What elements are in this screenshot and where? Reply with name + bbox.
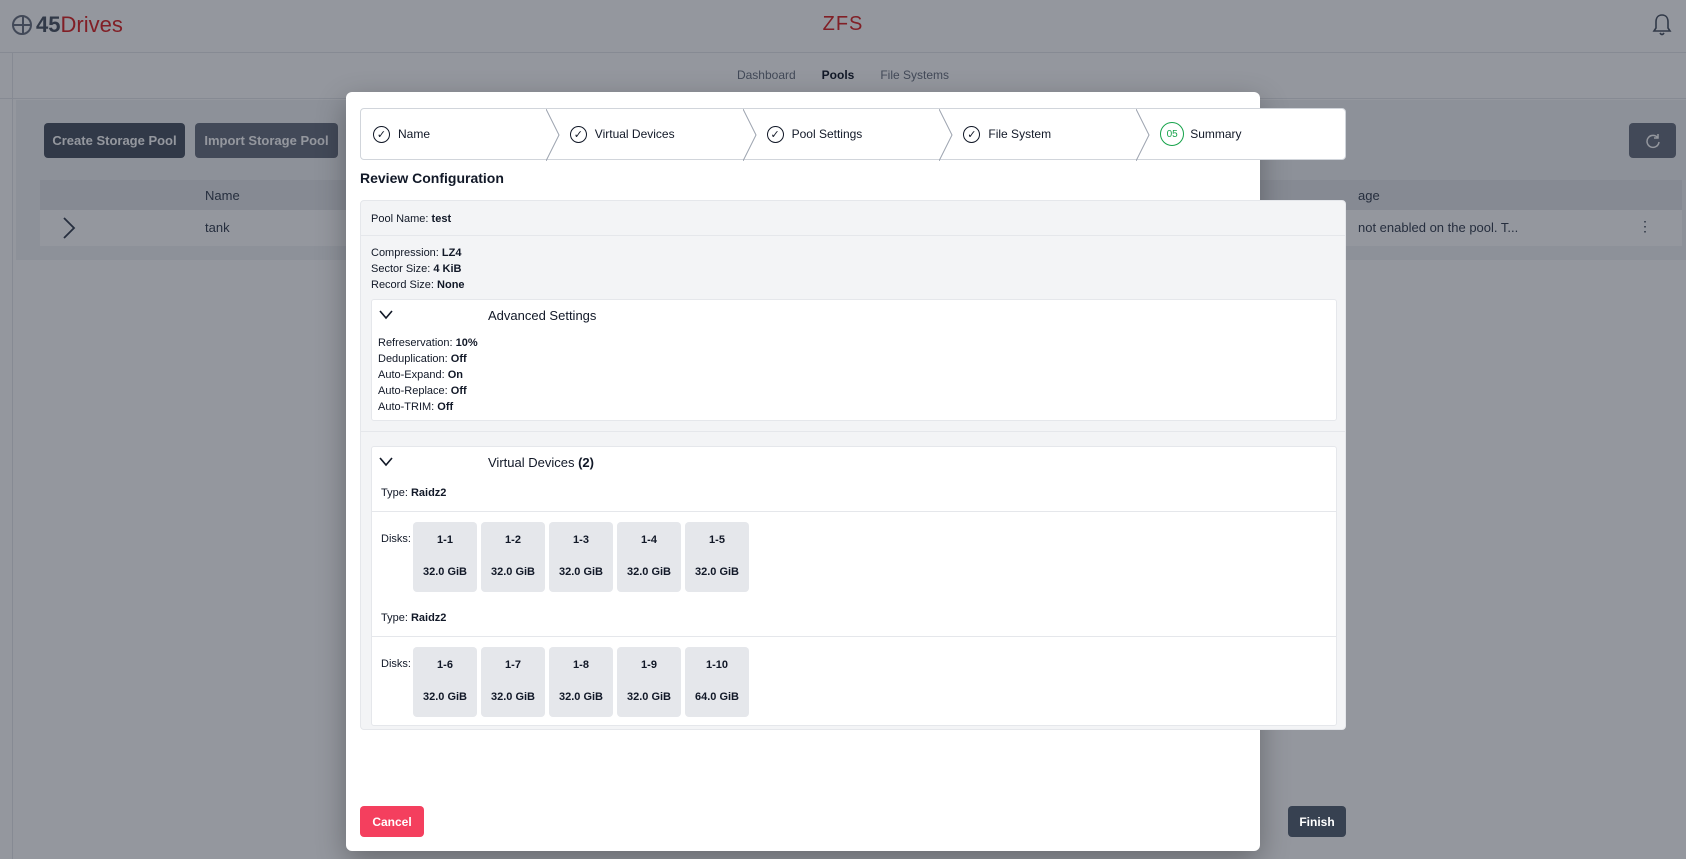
step-separator (939, 109, 953, 161)
create-pool-wizard-modal: ✓ Name ✓ Virtual Devices ✓ Pool Settings… (346, 92, 1346, 851)
disk-card[interactable]: 1-3 32.0 GiB (549, 522, 613, 592)
divider (372, 511, 1336, 512)
record-size-row: Record Size: None (371, 279, 465, 291)
auto-trim-row: Auto-TRIM: Off (378, 401, 454, 413)
step-label: Summary (1190, 127, 1242, 141)
disk-card[interactable]: 1-8 32.0 GiB (549, 647, 613, 717)
auto-expand-row: Auto-Expand: On (378, 369, 463, 381)
advanced-settings-list: Refreservation: 10% Deduplication: Off A… (378, 335, 478, 415)
import-storage-pool-button[interactable]: Import Storage Pool (195, 123, 338, 158)
disk-card[interactable]: 1-5 32.0 GiB (685, 522, 749, 592)
step-summary[interactable]: 05 Summary (1148, 109, 1345, 159)
disk-card[interactable]: 1-10 64.0 GiB (685, 647, 749, 717)
create-storage-pool-button[interactable]: Create Storage Pool (44, 123, 185, 158)
refreservation-row: Refreservation: 10% (378, 337, 478, 349)
column-name: Name (205, 188, 240, 203)
app-title: ZFS (822, 13, 864, 35)
pool-name-key: Pool Name: (371, 213, 429, 225)
chevron-down-icon[interactable] (379, 310, 393, 320)
step-number: 05 (1160, 122, 1185, 146)
compression-row: Compression: LZ4 (371, 247, 462, 259)
pool-name-row: Pool Name: test (371, 211, 451, 227)
app-header: 45Drives ZFS (0, 0, 1686, 53)
review-panel: Pool Name: test Compression: LZ4 Sector … (360, 200, 1346, 730)
vdev-type-row: Type: Raidz2 (381, 612, 447, 624)
disk-card[interactable]: 1-4 32.0 GiB (617, 522, 681, 592)
divider (372, 636, 1336, 637)
disks-label: Disks: (381, 658, 411, 670)
row-usage: not enabled on the pool. T... (1358, 220, 1519, 235)
row-name: tank (205, 220, 230, 235)
tab-pools[interactable]: Pools (821, 68, 855, 82)
step-file-system[interactable]: ✓ File System (951, 109, 1150, 161)
vdev-type-row: Type: Raidz2 (381, 487, 447, 499)
wizard-stepper: ✓ Name ✓ Virtual Devices ✓ Pool Settings… (360, 108, 1346, 161)
column-usage: age (1358, 188, 1380, 203)
step-label: File System (988, 127, 1052, 141)
disk-card[interactable]: 1-1 32.0 GiB (413, 522, 477, 592)
bell-icon[interactable] (1652, 13, 1672, 37)
brand-logo[interactable]: 45Drives (12, 12, 123, 38)
step-separator (1136, 109, 1150, 161)
step-virtual-devices[interactable]: ✓ Virtual Devices (558, 109, 757, 161)
disks-label: Disks: (381, 533, 411, 545)
step-label: Virtual Devices (594, 127, 675, 141)
step-name[interactable]: ✓ Name (361, 109, 560, 161)
logo-icon (12, 15, 32, 35)
advanced-settings-title[interactable]: Advanced Settings (488, 308, 597, 323)
kebab-menu-icon[interactable]: ⋮ (1638, 218, 1652, 234)
check-circle-icon: ✓ (373, 125, 390, 143)
virtual-devices-panel: Virtual Devices (2) Type: Raidz2 Disks: … (371, 446, 1337, 726)
step-separator (742, 109, 757, 161)
cancel-button[interactable]: Cancel (360, 806, 424, 837)
deduplication-row: Deduplication: Off (378, 353, 467, 365)
brand-text: 45Drives (36, 12, 123, 37)
disk-card[interactable]: 1-6 32.0 GiB (413, 647, 477, 717)
chevron-right-icon[interactable] (62, 216, 76, 240)
check-circle-icon: ✓ (766, 125, 784, 143)
refresh-button[interactable] (1629, 123, 1676, 158)
divider (361, 235, 1345, 236)
chevron-down-icon[interactable] (379, 457, 393, 467)
check-circle-icon: ✓ (963, 125, 981, 143)
tab-dashboard[interactable]: Dashboard (736, 68, 796, 82)
step-label: Pool Settings (791, 127, 863, 141)
pool-name-value: test (431, 213, 452, 225)
step-label: Name (398, 127, 431, 141)
advanced-settings-panel: Advanced Settings Refreservation: 10% De… (371, 299, 1337, 421)
check-circle-icon: ✓ (569, 125, 587, 143)
basic-settings: Compression: LZ4 Sector Size: 4 KiB Reco… (371, 245, 465, 293)
sector-size-row: Sector Size: 4 KiB (371, 263, 462, 275)
tab-file-systems[interactable]: File Systems (880, 68, 950, 82)
virtual-devices-title[interactable]: Virtual Devices (2) (488, 455, 594, 470)
finish-button[interactable]: Finish (1288, 806, 1346, 837)
disk-card[interactable]: 1-7 32.0 GiB (481, 647, 545, 717)
divider (361, 431, 1345, 432)
auto-replace-row: Auto-Replace: Off (378, 385, 467, 397)
disk-card[interactable]: 1-2 32.0 GiB (481, 522, 545, 592)
step-separator (545, 109, 560, 161)
refresh-icon (1645, 133, 1660, 148)
sidebar-divider (12, 52, 13, 859)
step-pool-settings[interactable]: ✓ Pool Settings (755, 109, 953, 161)
disk-card[interactable]: 1-9 32.0 GiB (617, 647, 681, 717)
review-title: Review Configuration (360, 170, 504, 186)
